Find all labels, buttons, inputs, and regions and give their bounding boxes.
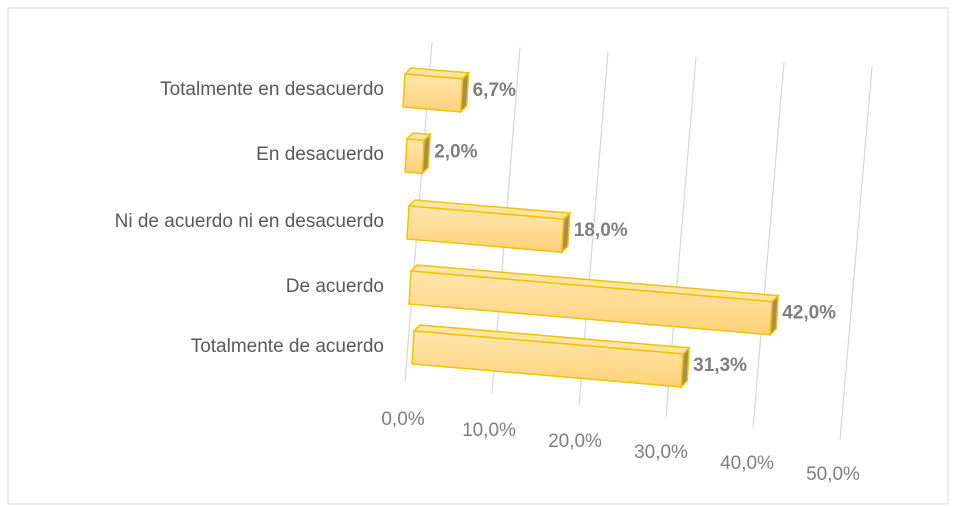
x-tick-label: 50,0%: [806, 464, 860, 485]
y-tick-label: De acuerdo: [286, 276, 384, 297]
bar-end: [769, 293, 780, 337]
x-tick-label: 30,0%: [634, 442, 688, 463]
x-tick-label: 40,0%: [720, 453, 774, 474]
y-tick-label: Totalmente en desacuerdo: [160, 79, 384, 100]
bar-end: [421, 132, 432, 176]
bar: [408, 264, 780, 337]
bar-end: [560, 211, 571, 255]
x-tick-label: 0,0%: [381, 409, 424, 430]
bar: [406, 199, 572, 255]
data-label: 42,0%: [782, 303, 836, 324]
y-tick-label: Totalmente de acuerdo: [191, 336, 384, 357]
bar: [402, 67, 471, 114]
y-tick-label: En desacuerdo: [256, 144, 384, 165]
x-tick-label: 10,0%: [462, 420, 516, 441]
x-tick-label: 20,0%: [548, 431, 602, 452]
bar-front: [404, 138, 425, 175]
data-label: 18,0%: [574, 220, 628, 241]
bar-front: [402, 73, 464, 113]
bar-end: [459, 70, 470, 114]
bar-end: [680, 345, 691, 389]
y-tick-label: Ni de acuerdo ni en desacuerdo: [115, 211, 384, 232]
grid-line: [752, 61, 785, 429]
grid-line: [839, 66, 873, 441]
data-label: 31,3%: [693, 355, 747, 376]
data-label: 2,0%: [434, 141, 477, 162]
chart-border: [7, 7, 949, 505]
data-label: 6,7%: [473, 80, 516, 101]
bar: [411, 324, 691, 389]
bar: [404, 132, 432, 176]
